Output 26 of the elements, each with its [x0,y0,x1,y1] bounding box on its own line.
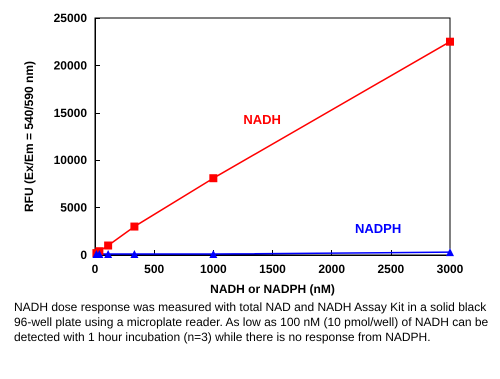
y-tick-label: 0 [80,248,88,262]
point [104,242,112,250]
x-tick-label: 2500 [377,262,405,276]
series-label: NADH [243,112,281,128]
point [209,174,218,182]
text: NADH dose response was measured with total NAD and NADH Assay Kit in a solid black 96-well plate using a microplate reader. As low as 100 nM (10 pmol/well) of NADH can be detected with 1 hour incubation (n=3) while there is no response from NADPH. [13,300,490,345]
point [446,38,454,46]
series-label: NADPH [355,221,402,236]
x-tick-label: 500 [144,262,164,276]
point [130,250,138,258]
x-tick-label: 1500 [259,262,286,276]
point [446,248,454,256]
y-tick-label: 15000 [54,106,88,120]
x-tick-label: 0 [92,262,99,276]
x-tick-label: 2000 [318,262,346,276]
y-tick-label: 25000 [54,11,88,25]
x-tick-label: 1000 [200,262,228,276]
point [130,222,138,231]
x-axis-title: NADH or NADPH (nM) [210,282,335,296]
y-axis-title: RFU (Ex/Em = 540/590 nm) [22,60,36,212]
point [209,250,218,258]
y-tick-label: 5000 [60,200,88,215]
y-tick-label: 20000 [54,58,88,72]
y-tick-label: 10000 [54,153,88,168]
x-tick-label: 3000 [436,262,464,276]
point [104,250,112,258]
